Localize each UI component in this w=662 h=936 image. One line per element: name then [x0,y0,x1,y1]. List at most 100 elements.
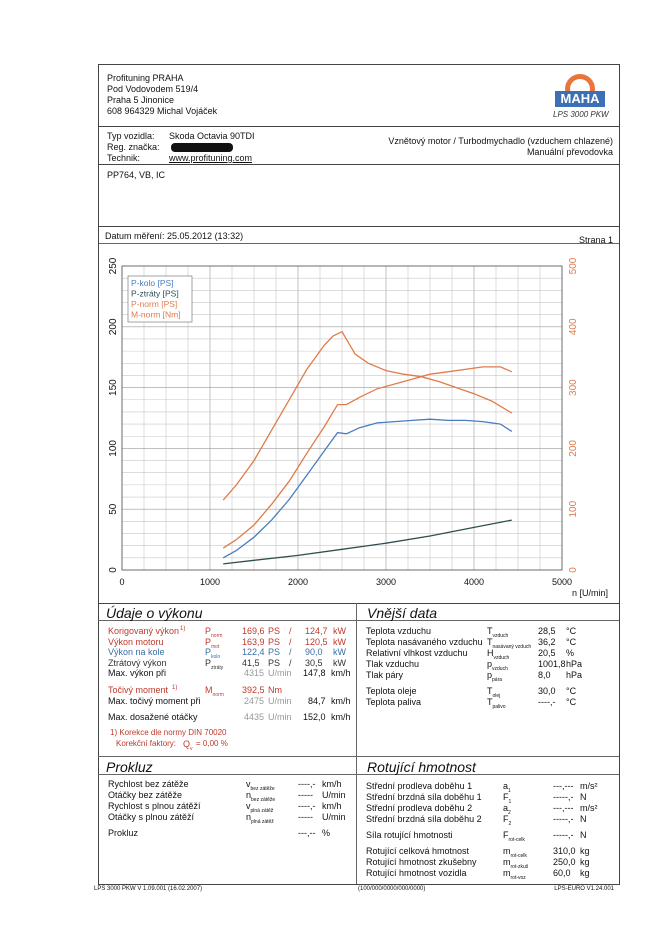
rotujici-row-unit: kg [580,857,590,867]
prokluz-row-symbol: vbez zátěže [246,779,275,792]
y-right-tick-label: 100 [568,500,579,517]
rotujici-row-symbol: mrot-voz [503,868,526,881]
x-tick-label: 3000 [376,577,396,587]
rotujici-row-unit: m/s² [580,803,598,813]
rotujici-row-value: 60,0 [553,868,571,878]
vykon-row-symbol: Pztráty [205,657,224,671]
prokluz-title: Prokluz [106,759,153,775]
x-tick-label: 2000 [288,577,308,587]
rotujici-row-unit: m/s² [580,781,598,791]
rotujici-row-label: Rotující celková hmotnost [366,846,470,856]
rotujici-row-unit: kg [580,846,590,856]
rotujici-row-label: Rotující hmotnost zkušebny [366,857,477,867]
vykon-row-slash: / [289,626,292,636]
torque-unit: Nm [268,685,282,695]
prokluz-row-unit: U/min [322,790,346,800]
rotujici-row-symbol: mrot-celk [503,846,527,859]
company-name: Profituning PRAHA [107,73,184,83]
vykon-row-kw: 30,5 [305,657,323,668]
vykon-row-label: Korigovaný výkon [108,626,180,636]
y-right-tick-label: 400 [568,318,579,335]
vykon-row-kw: 124,7 [305,626,328,636]
vnejsi-row-symbol: pvzduch [487,659,508,672]
engine-type: Vznětový motor / Turbodmychadlo (vzduche… [388,136,613,146]
prokluz-title-rule [98,774,356,775]
prokluz-row-label: Rychlost s plnou zátěží [108,801,201,811]
y-left-tick-label: 250 [108,257,119,274]
vykon-row-ps: 169,6 [242,626,265,636]
chart-legend: P-kolo [PS]P-ztráty [PS]P-norm [PS]M-nor… [127,275,193,323]
vnejsi-row-value: 1001,8 [538,659,566,669]
company-street: Pod Vodovodem 519/4 [107,84,199,94]
vykon-row-slash: / [289,657,292,668]
vykon-row-label: Výkon motoru [108,636,164,647]
company-city: Praha 5 Jinonice [107,95,175,105]
vnejsi-row-unit: °C [566,697,577,707]
y-left-tick-label: 200 [108,318,119,335]
vykon-row-label: Ztrátový výkon [108,657,167,668]
gearbox-type: Manuální převodovka [526,147,613,157]
vykon-row-slash: / [289,636,292,647]
header-box: Profituning PRAHA Pod Vodovodem 519/4 Pr… [98,64,620,128]
vnejsi-row-unit: °C [566,686,577,696]
rotujici-row-symbol: F1 [503,792,512,805]
vykon-row-symbol: Pmot [205,636,220,650]
vnejsi-row-value: 20,5 [538,648,556,658]
data-center-divider [356,603,357,884]
vykon-row-ps-unit: PS [268,626,281,636]
rotujici-row-value: ---,--- [553,803,574,813]
vykon-row-mark: 1) [180,626,186,632]
vnejsi-row-value: 30,0 [538,686,556,696]
torque-symbol: Mnorm [205,685,224,698]
prokluz-row-label: Rychlost bez zátěže [108,779,189,789]
measurement-date: Datum měření: 25.05.2012 (13:32) [105,231,244,241]
rotujici-row-unit: N [580,814,587,824]
tech-value: www.profituning.com [169,153,253,163]
rotujici-row-symbol: mrot-zkuš [503,857,529,870]
notes-text: PP764, VB, IC [107,170,166,180]
prokluz-row-value: ----- [298,790,313,800]
x-tick-label: 0 [119,577,124,587]
y-right-tick-label: 500 [568,257,579,274]
max-power-rpm-unit: U/min [268,668,292,678]
vykon-row-ps: 41,5 [242,657,260,668]
prokluz-row-value: ----,- [298,779,316,789]
prokluz-row-unit: % [322,828,331,838]
factor-value: = 0,00 % [196,739,228,748]
rotujici-row-label: Střední brzdná síla doběhu 2 [366,814,482,824]
series-line-1 [223,519,512,565]
vykon-row-kw-unit: kW [333,647,346,657]
vykon-title: Údaje o výkonu [106,605,203,621]
vykon-row-ps: 163,9 [242,636,265,647]
torque-mark: 1) [172,685,178,691]
vnejsi-row-unit: hPa [566,670,583,680]
vykon-row-kw: 120,5 [305,636,328,647]
max-rpm-speed: 152,0 [303,712,326,722]
data-box [98,603,620,885]
legend-box [127,275,193,323]
max-power-label: Max. výkon při [108,668,167,678]
y-left-tick-label: 50 [108,503,119,515]
vnejsi-row-symbol: ppára [487,670,503,683]
prokluz-row-value: ----,- [298,801,316,811]
vykon-row-label: Výkon na kole [108,647,165,657]
prokluz-row-value: ---,-- [298,828,316,838]
vykon-row-kw: 90,0 [305,647,323,657]
vnejsi-row-symbol: Tpalivo [487,697,506,710]
rotujici-row-symbol: a2 [503,803,511,816]
max-torque-speed-unit: km/h [331,696,351,706]
rotujici-row-label: Síla rotující hmotnosti [366,830,453,840]
factor-label: Korekční faktory: [116,739,177,748]
factor-symbol: Qv [183,739,193,752]
y-left-tick-label: 100 [108,440,119,457]
series-line-3 [222,330,513,501]
data-mid-divider [98,756,619,757]
max-rpm-label: Max. dosažené otáčky [108,712,198,722]
rotujici-row-value: ---,--- [553,781,574,791]
rotujici-row-unit: N [580,792,587,802]
max-torque-rpm: 2475 [244,696,265,706]
prokluz-row-symbol: vplná zátěž [246,801,274,814]
rotujici-row-value: 250,0 [553,857,576,867]
chart-series [222,330,513,565]
